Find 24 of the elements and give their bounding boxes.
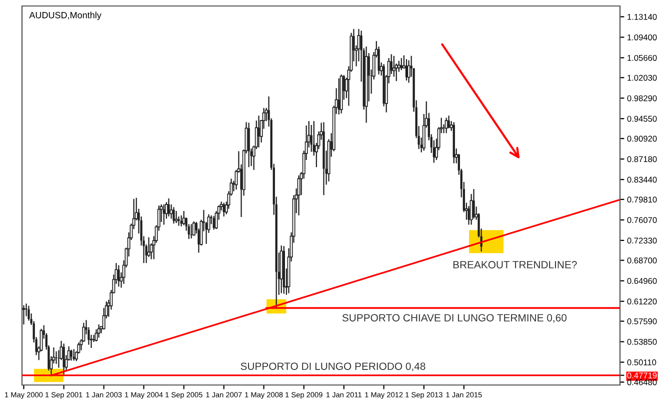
y-tick-label: 0.68700: [627, 258, 657, 264]
y-tick-label: 0.94550: [627, 116, 657, 122]
y-tick-label: 1.02030: [628, 74, 657, 81]
y-tick-label: 0.46480: [627, 379, 657, 386]
y-tick-label: 0.50110: [627, 359, 656, 366]
y-tick-label: 0.98290: [627, 95, 657, 102]
y-tick-label: 1.05660: [628, 54, 657, 61]
y-tick-label: 0.47719: [627, 372, 657, 378]
annotation: BREAKOUT TRENDLINE?: [453, 261, 577, 268]
y-tick-label: 0.76070: [627, 217, 657, 224]
y-tick-label: 0.72330: [627, 238, 657, 244]
y-tick-label: 0.90920: [627, 136, 657, 142]
annotation: SUPPORTO CHIAVE DI LUNGO TERMINE 0,60: [342, 314, 567, 323]
y-tick-label: 0.61220: [627, 298, 657, 304]
y-tick-label: 0.83440: [627, 176, 657, 183]
y-tick-label: 0.53850: [627, 338, 657, 345]
ref-line-label: SUPPORTO DI LUNGO PERIODO 0,48: [240, 362, 426, 372]
y-tick-label: 0.64960: [627, 278, 657, 284]
y-tick-label: 1.13140: [628, 14, 657, 20]
y-tick-label: 0.79810: [627, 196, 657, 203]
text: AUDUSD,Monthly: [29, 12, 102, 20]
y-tick-label: 0.57590: [627, 318, 657, 324]
y-tick-label: 1.09400: [628, 34, 657, 40]
y-tick-label: 0.87180: [627, 156, 657, 162]
